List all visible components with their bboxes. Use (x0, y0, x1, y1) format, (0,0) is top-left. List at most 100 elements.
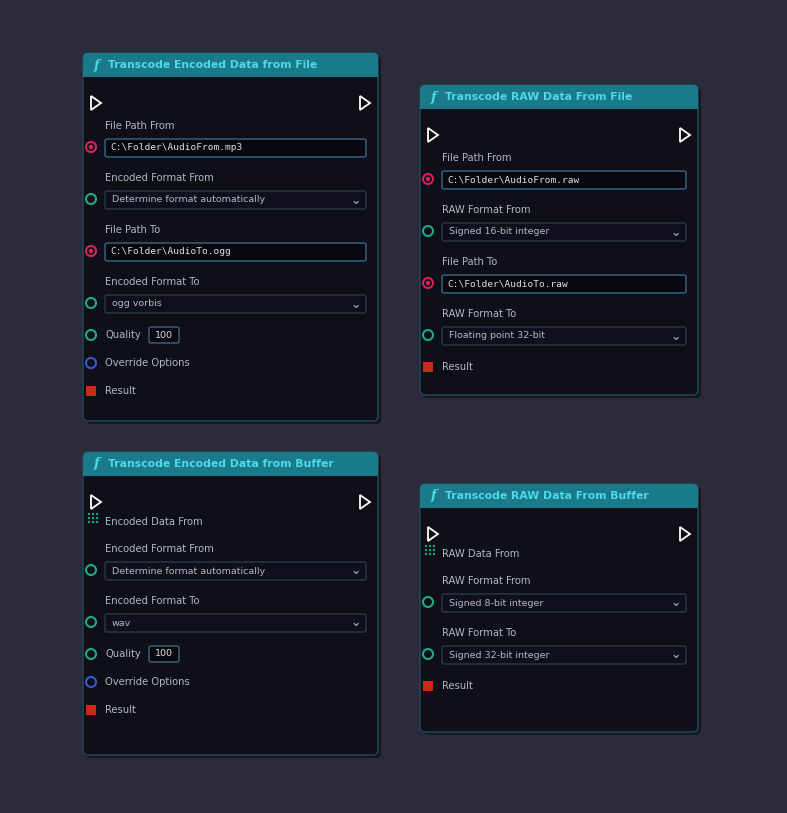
Circle shape (429, 545, 431, 547)
Circle shape (433, 553, 435, 555)
Text: Transcode RAW Data From Buffer: Transcode RAW Data From Buffer (445, 491, 648, 501)
Circle shape (426, 280, 430, 285)
Text: Floating point 32-bit: Floating point 32-bit (449, 332, 545, 341)
FancyBboxPatch shape (83, 452, 378, 755)
FancyBboxPatch shape (420, 85, 698, 395)
Text: Result: Result (442, 681, 473, 691)
Bar (86, 386, 96, 396)
Text: RAW Data From: RAW Data From (442, 549, 519, 559)
Circle shape (88, 513, 91, 515)
Circle shape (425, 545, 427, 547)
Text: C:\Folder\AudioTo.raw: C:\Folder\AudioTo.raw (447, 280, 567, 289)
Text: f: f (94, 458, 100, 471)
Text: File Path From: File Path From (105, 121, 175, 131)
Bar (83, 464, 378, 476)
Text: RAW Format From: RAW Format From (442, 205, 530, 215)
FancyBboxPatch shape (83, 53, 378, 77)
Circle shape (96, 517, 98, 520)
FancyBboxPatch shape (420, 484, 698, 732)
Text: File Path To: File Path To (442, 257, 497, 267)
Text: File Path From: File Path From (442, 153, 512, 163)
Text: RAW Format To: RAW Format To (442, 309, 516, 319)
Text: RAW Format To: RAW Format To (442, 628, 516, 638)
Text: C:\Folder\AudioTo.ogg: C:\Folder\AudioTo.ogg (110, 247, 231, 256)
FancyBboxPatch shape (420, 85, 698, 109)
Circle shape (92, 521, 94, 524)
Text: Determine format automatically: Determine format automatically (112, 567, 265, 576)
FancyBboxPatch shape (105, 191, 366, 209)
Text: C:\Folder\AudioFrom.raw: C:\Folder\AudioFrom.raw (447, 176, 579, 185)
Text: RAW Format From: RAW Format From (442, 576, 530, 586)
FancyBboxPatch shape (442, 171, 686, 189)
FancyBboxPatch shape (86, 56, 381, 424)
Circle shape (429, 553, 431, 555)
Text: ⌄: ⌄ (351, 616, 361, 629)
FancyBboxPatch shape (442, 646, 686, 664)
Text: Determine format automatically: Determine format automatically (112, 195, 265, 205)
Text: f: f (431, 489, 437, 502)
Text: File Path To: File Path To (105, 225, 161, 235)
Text: ⌄: ⌄ (351, 193, 361, 207)
Circle shape (433, 549, 435, 551)
Text: 100: 100 (155, 331, 173, 340)
Text: ⌄: ⌄ (351, 564, 361, 577)
Circle shape (433, 545, 435, 547)
Text: Transcode RAW Data From File: Transcode RAW Data From File (445, 92, 632, 102)
Text: Quality: Quality (105, 330, 141, 340)
Text: ogg vorbis: ogg vorbis (112, 299, 162, 308)
FancyBboxPatch shape (86, 455, 381, 758)
Text: Encoded Format To: Encoded Format To (105, 277, 199, 287)
Bar (420, 97, 698, 109)
Text: ⌄: ⌄ (671, 225, 682, 238)
Bar (423, 681, 433, 691)
FancyBboxPatch shape (83, 53, 378, 421)
FancyBboxPatch shape (149, 646, 179, 662)
Circle shape (89, 145, 93, 150)
FancyBboxPatch shape (442, 327, 686, 345)
Circle shape (96, 513, 98, 515)
Text: Override Options: Override Options (105, 358, 190, 368)
Circle shape (429, 549, 431, 551)
FancyBboxPatch shape (105, 614, 366, 632)
Text: Encoded Data From: Encoded Data From (105, 517, 202, 527)
Bar (423, 362, 433, 372)
Circle shape (92, 513, 94, 515)
Text: f: f (94, 59, 100, 72)
Circle shape (425, 549, 427, 551)
Circle shape (425, 553, 427, 555)
Text: f: f (431, 90, 437, 103)
Text: Encoded Format From: Encoded Format From (105, 173, 214, 183)
FancyBboxPatch shape (83, 452, 378, 476)
Text: Transcode Encoded Data from Buffer: Transcode Encoded Data from Buffer (108, 459, 334, 469)
Text: Quality: Quality (105, 649, 141, 659)
Text: Encoded Format From: Encoded Format From (105, 544, 214, 554)
Circle shape (92, 517, 94, 520)
FancyBboxPatch shape (442, 594, 686, 612)
FancyBboxPatch shape (423, 88, 701, 398)
Circle shape (96, 521, 98, 524)
Bar (83, 65, 378, 77)
Text: Signed 16-bit integer: Signed 16-bit integer (449, 228, 549, 237)
Text: Result: Result (442, 362, 473, 372)
Text: Signed 32-bit integer: Signed 32-bit integer (449, 650, 549, 659)
Circle shape (88, 517, 91, 520)
Text: Encoded Format To: Encoded Format To (105, 596, 199, 606)
Circle shape (89, 249, 93, 253)
FancyBboxPatch shape (105, 295, 366, 313)
Text: ⌄: ⌄ (351, 298, 361, 311)
Text: Result: Result (105, 705, 136, 715)
FancyBboxPatch shape (442, 275, 686, 293)
Text: Signed 8-bit integer: Signed 8-bit integer (449, 598, 543, 607)
FancyBboxPatch shape (442, 223, 686, 241)
FancyBboxPatch shape (149, 327, 179, 343)
Text: wav: wav (112, 619, 131, 628)
Circle shape (88, 521, 91, 524)
FancyBboxPatch shape (105, 243, 366, 261)
Text: Result: Result (105, 386, 136, 396)
FancyBboxPatch shape (105, 562, 366, 580)
Text: ⌄: ⌄ (671, 649, 682, 662)
Text: ⌄: ⌄ (671, 329, 682, 342)
Bar (420, 496, 698, 508)
FancyBboxPatch shape (420, 484, 698, 508)
Bar (86, 705, 96, 715)
